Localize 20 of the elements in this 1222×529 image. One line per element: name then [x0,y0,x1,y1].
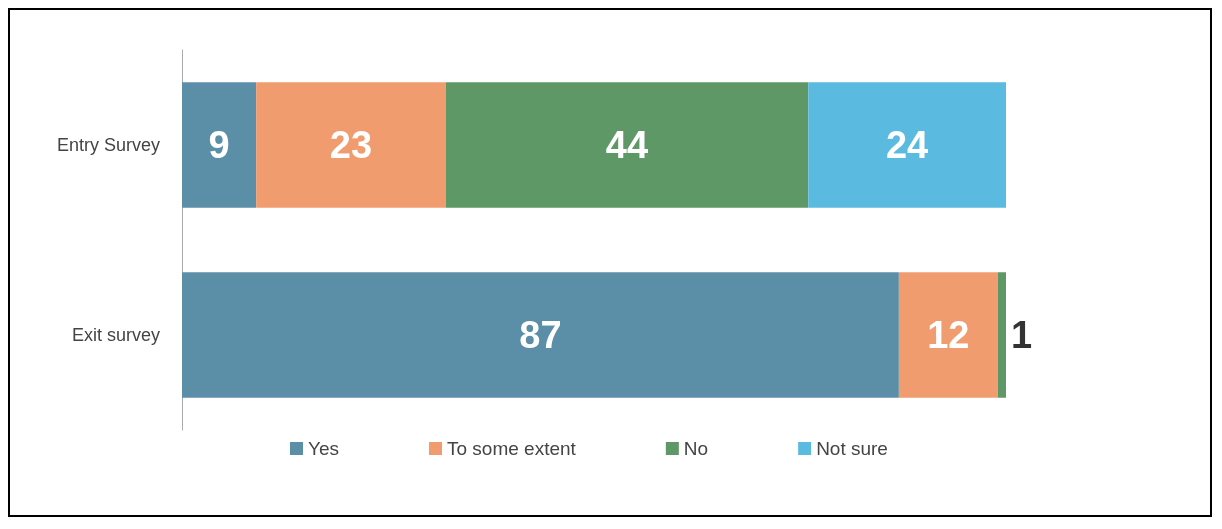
data-label: 87 [519,314,562,356]
data-label: 9 [208,124,230,166]
bar [997,272,1006,398]
data-label: 24 [885,124,929,166]
legend-label: No [683,438,709,459]
y-tick-label: Exit survey [71,325,160,345]
bar [898,272,998,398]
data-label: 44 [605,124,649,166]
data-label: 1 [1011,314,1033,356]
y-tick-label: Entry Survey [56,135,160,155]
data-label: 23 [329,124,373,166]
legend-label: Yes [308,438,339,459]
legend-label: To some extent [447,438,577,459]
bar [182,82,257,208]
bar [256,82,446,208]
bar [808,82,1006,208]
bar [182,272,899,398]
bar [445,82,809,208]
legend-label: Not sure [816,438,888,459]
data-label: 12 [927,314,970,356]
